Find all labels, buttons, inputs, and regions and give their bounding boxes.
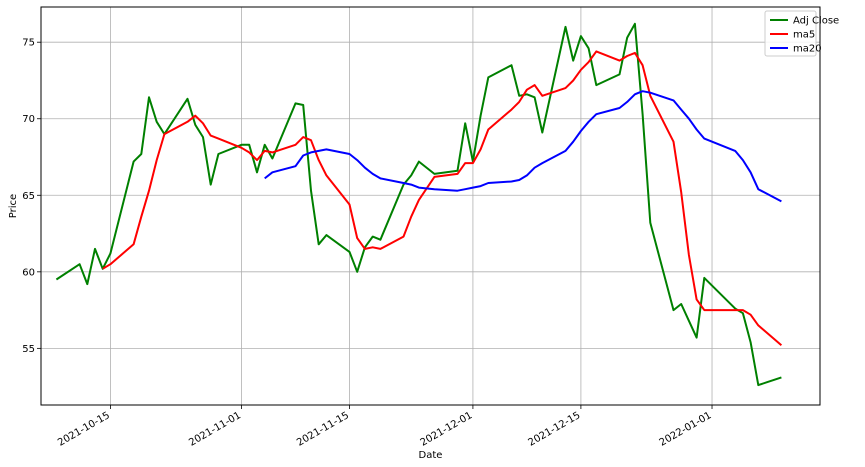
legend-box <box>764 10 817 57</box>
x-axis-ticks: 2021-10-15 2021-11-01 2021-11-15 2021-12-01… <box>56 405 714 449</box>
legend-label: Adj Close <box>793 16 839 27</box>
series-line-ma20 <box>264 90 782 203</box>
y-tick-label: 55 <box>22 344 35 355</box>
grid-lines <box>41 7 820 405</box>
y-tick-label: 70 <box>22 114 35 125</box>
x-tick-label: 2021-12-15 <box>527 410 583 449</box>
legend: Adj Close ma5 ma20 <box>764 10 839 57</box>
series-line-adj-close <box>55 22 782 387</box>
y-axis-label: Price <box>8 194 19 218</box>
x-tick-label: 2021-10-15 <box>56 410 112 449</box>
y-tick-label: 65 <box>22 191 35 202</box>
y-axis-ticks: 55 60 65 70 75 <box>22 38 41 355</box>
y-tick-label: 60 <box>22 267 35 278</box>
y-tick-label: 75 <box>22 38 35 49</box>
x-tick-label: 2022-01-01 <box>658 410 714 449</box>
x-tick-label: 2021-11-15 <box>295 410 351 449</box>
legend-label: ma20 <box>793 44 822 55</box>
x-tick-label: 2021-11-01 <box>187 410 243 449</box>
legend-label: ma5 <box>793 30 815 41</box>
plot-area-frame <box>40 6 821 406</box>
series-line-ma5 <box>102 50 783 347</box>
x-tick-label: 2021-12-01 <box>419 410 475 449</box>
series-lines <box>55 22 783 387</box>
x-axis-label: Date <box>419 450 443 461</box>
